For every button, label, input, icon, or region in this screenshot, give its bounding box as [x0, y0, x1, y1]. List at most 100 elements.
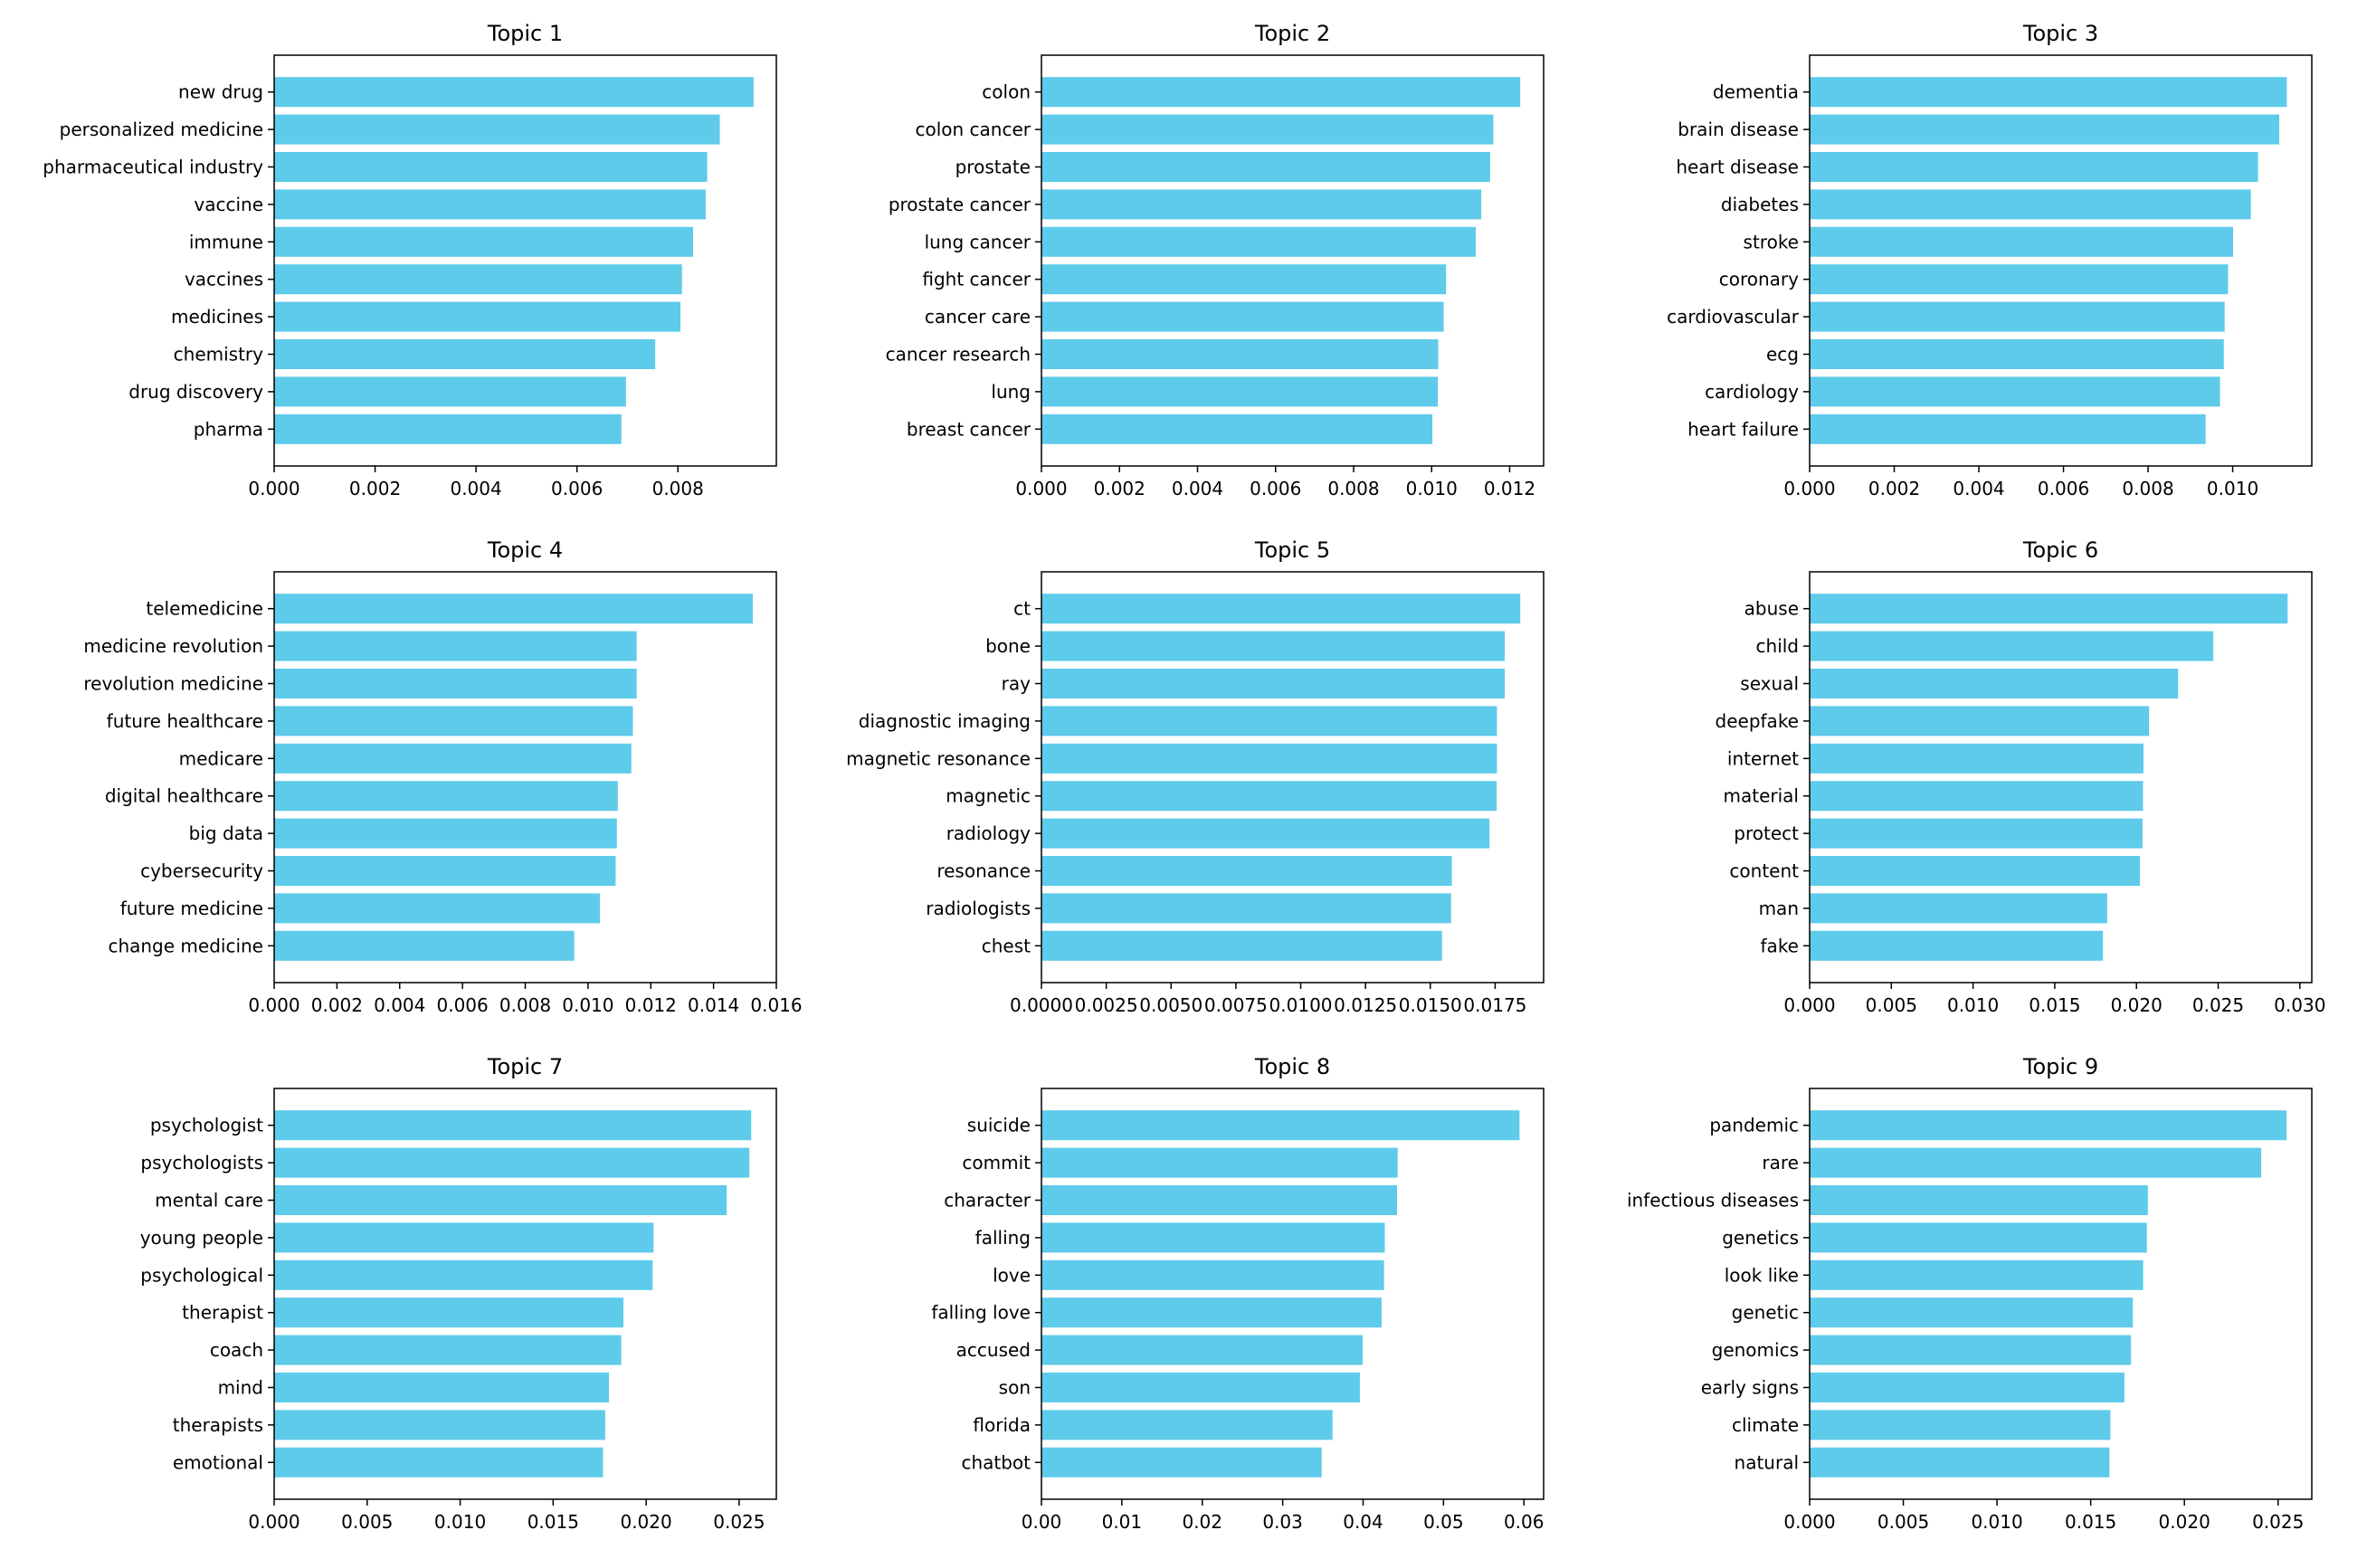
chart-title: Topic 9 — [2022, 1054, 2098, 1079]
x-tick-label: 0.006 — [551, 478, 603, 499]
plot-frame — [1041, 1088, 1545, 1500]
x-tick-label: 0.008 — [499, 994, 551, 1016]
bar-medicare — [274, 743, 632, 774]
category-label: suicide — [967, 1115, 1031, 1136]
bar-abuse — [1810, 594, 2288, 624]
x-tick-label: 0.000 — [1783, 478, 1835, 499]
bar-emotional — [274, 1447, 604, 1478]
category-label: pharmaceutical industry — [43, 157, 263, 178]
category-label: therapists — [173, 1414, 263, 1436]
x-tick-label: 0.000 — [248, 478, 299, 499]
category-label: cardiovascular — [1667, 306, 1800, 328]
bar-young-people — [274, 1222, 654, 1253]
category-label: diabetes — [1721, 194, 1799, 215]
x-tick-label: 0.0150 — [1399, 994, 1462, 1016]
bar-man — [1810, 893, 2107, 924]
category-label: early signs — [1701, 1377, 1799, 1399]
bar-future-healthcare — [274, 706, 633, 736]
x-tick-label: 0.010 — [1971, 1511, 2022, 1533]
category-label: big data — [189, 822, 263, 844]
bar-diagnostic-imaging — [1041, 706, 1497, 736]
bar-commit — [1041, 1147, 1398, 1178]
bar-coach — [274, 1335, 622, 1365]
category-label: cybersecurity — [140, 860, 263, 882]
bar-genomics — [1810, 1335, 2132, 1365]
category-label: cancer research — [886, 344, 1031, 366]
bar-internet — [1810, 743, 2144, 774]
x-tick-label: 0.006 — [2038, 478, 2089, 499]
category-label: magnetic — [946, 785, 1031, 807]
x-tick-label: 0.006 — [1250, 478, 1301, 499]
bar-accused — [1041, 1335, 1364, 1365]
bar-brain-disease — [1810, 114, 2279, 145]
category-label: rare — [1762, 1152, 1799, 1174]
bar-fake — [1810, 930, 2104, 961]
bar-colon — [1041, 77, 1521, 108]
category-label: medicine revolution — [83, 635, 263, 657]
bar-lung-cancer — [1041, 226, 1476, 257]
category-label: son — [999, 1377, 1031, 1399]
bar-radiologists — [1041, 893, 1451, 924]
chart-topic-8: Topic 8 suicide commit character falling love… — [931, 1054, 1545, 1533]
chart-topic-2: Topic 2 colon colon cancer prostate prostate… — [886, 21, 1545, 499]
x-tick-label: 0.002 — [311, 994, 363, 1016]
x-tick-label: 0.012 — [1484, 478, 1535, 499]
category-label: cardiology — [1705, 381, 1799, 403]
x-tick-label: 0.014 — [688, 994, 739, 1016]
x-tick-label: 0.010 — [434, 1511, 486, 1533]
category-label: personalized medicine — [60, 119, 263, 140]
plot-frame — [273, 571, 777, 984]
x-tick-label: 0.000 — [1783, 1511, 1835, 1533]
bar-deepfake — [1810, 706, 2150, 736]
x-tick-label: 0.015 — [2029, 994, 2080, 1016]
bar-medicine-revolution — [274, 631, 637, 661]
x-tick-label: 0.025 — [2252, 1511, 2304, 1533]
chart-topic-5: Topic 5 ct bone ray diagnostic imaging magnet… — [846, 537, 1545, 1016]
bar-sexual — [1810, 669, 2179, 698]
bar-cancer-care — [1041, 301, 1444, 332]
x-tick-label: 0.030 — [2274, 994, 2325, 1016]
bar-mind — [274, 1373, 609, 1402]
category-label: chemistry — [174, 344, 264, 366]
category-label: content — [1729, 860, 1799, 882]
x-tick-label: 0.04 — [1343, 1511, 1383, 1533]
bar-protect — [1810, 818, 2143, 849]
x-tick-label: 0.008 — [652, 478, 704, 499]
bar-pandemic — [1810, 1110, 2287, 1141]
x-tick-label: 0.0125 — [1334, 994, 1397, 1016]
category-label: look like — [1725, 1264, 1799, 1286]
category-label: chatbot — [961, 1451, 1031, 1473]
category-label: young people — [140, 1227, 263, 1249]
category-label: material — [1724, 785, 1799, 807]
bar-magnetic-resonance — [1041, 743, 1497, 774]
x-tick-label: 0.000 — [1015, 478, 1067, 499]
category-label: resonance — [936, 860, 1031, 882]
x-tick-label: 0.006 — [436, 994, 488, 1016]
category-label: cancer care — [925, 306, 1031, 328]
category-label: prostate — [955, 157, 1031, 178]
category-label: florida — [973, 1414, 1031, 1436]
category-label: psychological — [140, 1264, 263, 1286]
bar-fight-cancer — [1041, 264, 1447, 295]
category-label: magnetic resonance — [846, 747, 1031, 769]
x-tick-label: 0.004 — [1172, 478, 1223, 499]
bar-ct — [1041, 594, 1521, 624]
bar-future-medicine — [274, 893, 601, 924]
category-label: man — [1759, 898, 1799, 919]
category-label: heart disease — [1676, 157, 1799, 178]
x-tick-label: 0.010 — [1406, 478, 1458, 499]
bar-medicines — [274, 301, 681, 332]
category-label: genetic — [1732, 1302, 1799, 1324]
bar-change-medicine — [274, 930, 575, 961]
x-tick-label: 0.00 — [1022, 1511, 1062, 1533]
bar-immune — [274, 226, 693, 257]
x-tick-label: 0.0050 — [1139, 994, 1203, 1016]
x-tick-label: 0.010 — [562, 994, 613, 1016]
chart-title: Topic 1 — [487, 21, 563, 46]
category-label: vaccine — [194, 194, 263, 215]
x-tick-label: 0.002 — [1094, 478, 1145, 499]
x-tick-label: 0.016 — [750, 994, 802, 1016]
plot-frame — [1041, 54, 1545, 467]
x-tick-label: 0.06 — [1504, 1511, 1545, 1533]
bar-digital-healthcare — [274, 781, 618, 812]
